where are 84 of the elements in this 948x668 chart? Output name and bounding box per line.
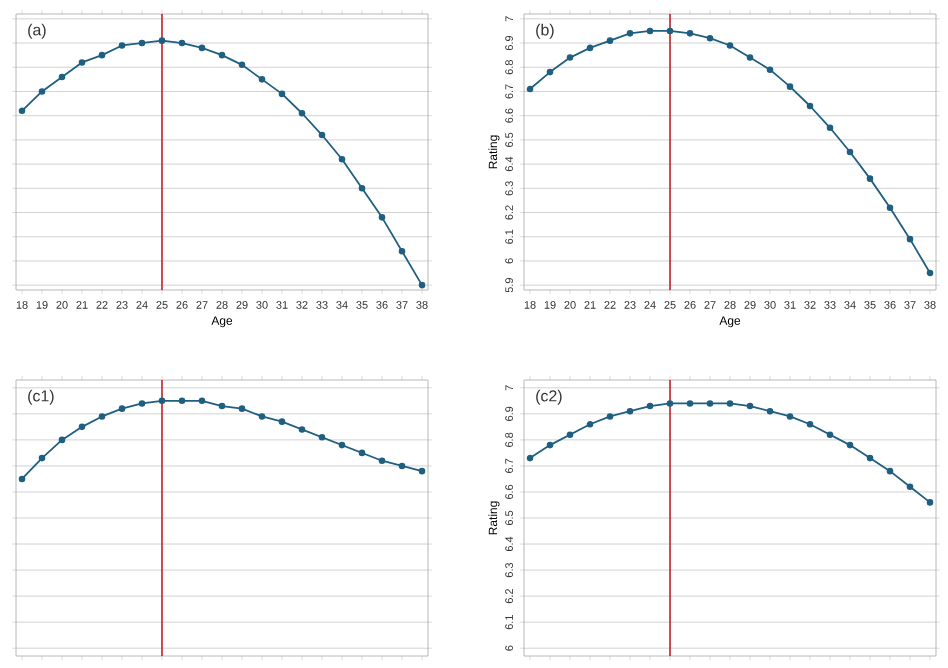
point (606, 413, 614, 420)
point (158, 397, 166, 405)
point (138, 400, 146, 407)
point (258, 76, 266, 83)
point (238, 61, 246, 69)
point (58, 73, 66, 81)
point (666, 27, 674, 35)
point (746, 402, 754, 410)
point (546, 441, 554, 449)
point (606, 37, 614, 44)
point (58, 436, 66, 444)
point (318, 433, 326, 441)
point (786, 413, 794, 420)
point (218, 51, 226, 59)
point (398, 247, 406, 255)
point (686, 30, 694, 37)
point (706, 400, 714, 407)
point (746, 54, 754, 61)
point (626, 407, 634, 415)
point (118, 405, 126, 412)
point (118, 42, 126, 49)
point (158, 37, 166, 44)
point (826, 431, 834, 438)
point (358, 449, 366, 457)
point (238, 405, 246, 412)
point (38, 88, 46, 95)
point (826, 124, 834, 132)
point (178, 397, 186, 405)
point (398, 462, 406, 470)
point (726, 400, 734, 407)
point (906, 235, 914, 243)
point (358, 185, 366, 192)
point (98, 413, 106, 420)
point (278, 90, 286, 98)
point (526, 85, 534, 93)
point (886, 204, 894, 211)
point (706, 34, 714, 42)
point (646, 402, 654, 410)
point (338, 155, 346, 163)
point (278, 418, 286, 425)
point (418, 467, 426, 475)
point (78, 423, 86, 431)
point (566, 431, 574, 438)
point (418, 281, 426, 289)
point (318, 131, 326, 139)
point (378, 214, 386, 221)
point (786, 83, 794, 90)
point (18, 107, 26, 115)
point (38, 454, 46, 462)
point (546, 68, 554, 76)
point (566, 54, 574, 61)
point (178, 39, 186, 47)
point (586, 44, 594, 52)
point (198, 44, 206, 52)
point (98, 51, 106, 59)
point (526, 454, 534, 462)
point (626, 30, 634, 37)
point (378, 457, 386, 465)
point (886, 467, 894, 475)
point (198, 397, 206, 405)
point (338, 441, 346, 449)
point (866, 454, 874, 462)
point (666, 400, 674, 407)
point (766, 66, 774, 73)
point (766, 407, 774, 415)
point (726, 42, 734, 49)
point (78, 59, 86, 66)
point (926, 269, 934, 277)
point (806, 102, 814, 110)
point (18, 475, 26, 483)
point (846, 441, 854, 449)
point (258, 413, 266, 420)
point (806, 420, 814, 428)
point (298, 426, 306, 433)
point (926, 499, 934, 506)
point (218, 402, 226, 410)
point (138, 39, 146, 47)
point (298, 109, 306, 117)
point (846, 148, 854, 156)
point (866, 175, 874, 182)
point (646, 27, 654, 35)
point (686, 400, 694, 407)
point (586, 420, 594, 428)
point (906, 483, 914, 491)
